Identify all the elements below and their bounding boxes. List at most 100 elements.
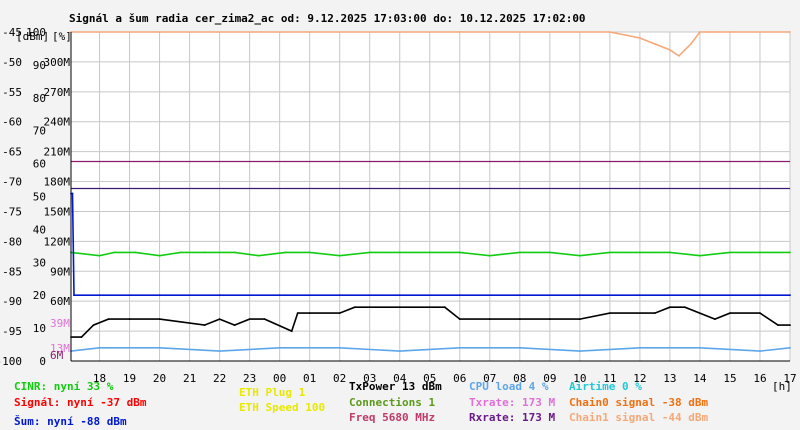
- x-tick-label: 03: [363, 372, 376, 385]
- point-cinr: [368, 251, 371, 254]
- point-cinr: [639, 251, 641, 254]
- legend-chain0: Chain0 signal -38 dBm: [569, 396, 708, 409]
- grid-lines: [71, 31, 791, 362]
- point-chain1: [308, 31, 311, 33]
- point-cinr: [669, 251, 671, 254]
- point-noise: [158, 294, 161, 297]
- x-tick-label: 19: [123, 372, 136, 385]
- point-signal: [92, 324, 95, 326]
- point-cinr: [398, 251, 401, 254]
- point-cinr: [113, 251, 116, 254]
- y-tick-dbm: -90: [2, 295, 22, 308]
- point-chain1: [729, 31, 731, 33]
- series-chain1: [71, 31, 790, 57]
- point-cinr: [699, 254, 701, 257]
- x-tick-label: 21: [183, 372, 196, 385]
- x-tick-label: 00: [273, 372, 286, 385]
- y-tick-rate: 240M: [44, 116, 71, 129]
- legend-chain1: Chain1 signal -44 dBm: [569, 411, 708, 424]
- point-signal: [248, 318, 251, 320]
- point-noise: [398, 294, 401, 297]
- plot-area: [71, 32, 790, 361]
- y-tick-dbm: -45: [2, 26, 22, 39]
- y-tick-dbm: -95: [2, 325, 22, 338]
- y-tick-pct: 30: [33, 256, 46, 269]
- point-cinr: [203, 251, 206, 254]
- series-noise: [71, 192, 790, 297]
- y-unit-dbm: [dBm]: [16, 30, 49, 43]
- legend-connections: Connections 1: [349, 396, 435, 409]
- point-noise: [518, 294, 521, 297]
- legend-eth-speed: ETH Speed 100: [239, 401, 325, 414]
- point-cpu: [278, 346, 281, 349]
- point-cinr: [428, 251, 431, 254]
- point-signal: [233, 324, 236, 326]
- point-cinr: [488, 254, 491, 257]
- point-cinr: [458, 251, 461, 254]
- point-chain1: [639, 37, 641, 39]
- x-tick-label: 20: [153, 372, 166, 385]
- point-noise: [458, 294, 461, 297]
- legend-cinr: CINR: nyní 33 %: [14, 380, 114, 393]
- point-signal: [128, 318, 131, 320]
- point-cinr: [98, 254, 101, 257]
- y-tick-dbm: -55: [2, 86, 22, 99]
- y-tick-pct: 20: [33, 289, 46, 302]
- point-cpu: [458, 346, 461, 349]
- point-cinr: [284, 251, 287, 254]
- point-signal: [443, 306, 446, 309]
- y-tick-dbm: -80: [2, 235, 22, 248]
- x-tick-label: 02: [333, 372, 346, 385]
- point-cpu: [759, 350, 761, 352]
- point-signal: [80, 336, 83, 338]
- y-tick-pct: 40: [33, 223, 46, 236]
- y-tick-rate: 300M: [44, 56, 71, 69]
- point-noise: [579, 294, 581, 297]
- point-signal: [488, 318, 491, 320]
- point-cinr: [729, 251, 731, 254]
- point-chain1: [158, 31, 161, 33]
- point-signal: [609, 312, 611, 314]
- point-noise: [639, 294, 641, 297]
- y-tick-pct: 10: [33, 322, 46, 335]
- y-tick-dbm: -70: [2, 176, 22, 189]
- point-cinr: [338, 254, 341, 257]
- x-tick-label: 06: [453, 372, 466, 385]
- point-chain1: [789, 31, 791, 33]
- x-tick-label: 13: [663, 372, 676, 385]
- y-tick-rate: 150M: [44, 205, 71, 218]
- y-tick-dbm: -65: [2, 146, 22, 159]
- rate-reference-lines: [71, 160, 790, 190]
- point-chain1: [669, 49, 671, 51]
- x-tick-label: 09: [543, 372, 556, 385]
- point-cpu: [218, 350, 221, 352]
- x-tick-label: 08: [513, 372, 526, 385]
- point-cinr: [759, 251, 761, 254]
- point-signal: [290, 330, 293, 332]
- point-signal: [203, 324, 206, 326]
- point-cpu: [699, 346, 701, 349]
- legend-txrate: Txrate: 173 M: [469, 396, 555, 409]
- x-tick-label: 17: [783, 372, 796, 385]
- point-chain1: [690, 43, 692, 45]
- point-signal: [368, 306, 371, 309]
- y-tick-dbm: -100: [0, 355, 22, 368]
- legend-freq: Freq 5680 MHz: [349, 411, 435, 424]
- point-cinr: [609, 251, 611, 254]
- y-tick-pct: 0: [39, 355, 46, 368]
- series-layer: [70, 31, 791, 352]
- point-signal: [669, 306, 671, 309]
- point-cinr: [179, 251, 182, 254]
- y-tick-rate: 90M: [50, 265, 70, 278]
- point-noise: [278, 294, 281, 297]
- x-tick-label: 07: [483, 372, 496, 385]
- point-cinr: [789, 251, 791, 254]
- point-signal: [263, 318, 266, 320]
- point-noise: [71, 192, 74, 195]
- point-cpu: [338, 346, 341, 349]
- y-unit-pct: [%]: [52, 30, 72, 43]
- y-tick-rate: 180M: [44, 176, 71, 189]
- x-tick-label: 05: [423, 372, 436, 385]
- x-tick-label: 16: [753, 372, 766, 385]
